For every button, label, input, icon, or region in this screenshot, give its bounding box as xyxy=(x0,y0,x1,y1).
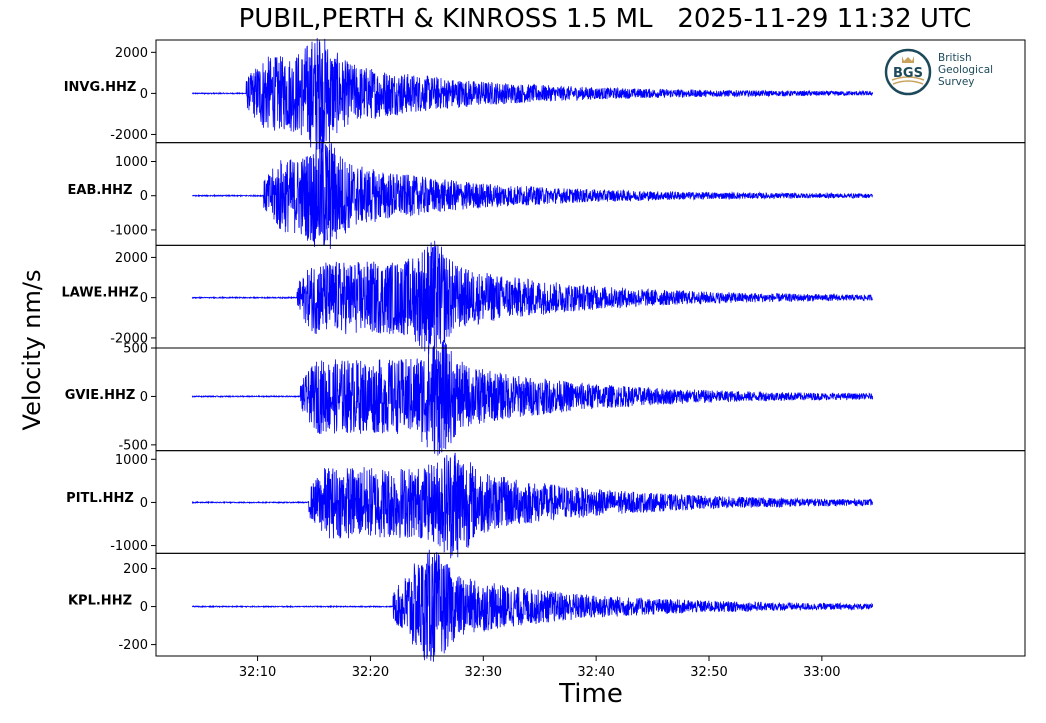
y-tick-label: 500 xyxy=(123,342,148,357)
y-tick-label: -2000 xyxy=(110,331,148,346)
logo-line-2: Geological xyxy=(938,64,994,76)
y-tick-label: 1000 xyxy=(115,155,148,170)
y-tick-label: -1000 xyxy=(110,539,148,554)
x-tick-label: 32:40 xyxy=(577,665,614,680)
station-label: EAB.HHZ xyxy=(68,183,133,198)
waveform-peak xyxy=(432,247,435,346)
x-tick-label: 32:50 xyxy=(690,665,727,680)
station-label: LAWE.HHZ xyxy=(61,286,138,301)
y-tick-label: 0 xyxy=(140,390,148,405)
station-label: GVIE.HHZ xyxy=(65,388,136,403)
y-tick-label: 0 xyxy=(140,496,148,511)
waveform-peak xyxy=(432,557,435,653)
bgs-logo-text: British Geological Survey xyxy=(938,52,993,88)
y-tick-label: 0 xyxy=(140,87,148,102)
y-tick-label: -1000 xyxy=(110,223,148,238)
x-tick-label: 32:20 xyxy=(352,665,389,680)
y-tick-label: 2000 xyxy=(115,251,148,266)
station-label: PITL.HHZ xyxy=(66,491,134,506)
panel-frame xyxy=(155,552,1026,657)
x-tick-label: 32:10 xyxy=(239,665,276,680)
x-axis-label: Time xyxy=(559,679,623,709)
waveform-trace xyxy=(191,38,873,154)
y-tick-label: 0 xyxy=(140,291,148,306)
waveform-trace xyxy=(191,455,873,559)
bgs-crown-logo-icon: BGS xyxy=(884,48,932,96)
y-tick-label: 1000 xyxy=(115,453,148,468)
waveform-trace xyxy=(191,339,873,456)
bgs-mark-text: BGS xyxy=(893,66,923,81)
waveform-peak xyxy=(454,452,458,550)
waveform-peak xyxy=(324,144,328,241)
x-tick-label: 33:00 xyxy=(803,665,840,680)
y-tick-label: -2000 xyxy=(110,128,148,143)
waveform-trace xyxy=(191,240,873,355)
y-tick-label: -200 xyxy=(118,638,148,653)
waveform-trace xyxy=(191,549,873,662)
chart-title: PUBIL,PERTH & KINROSS 1.5 ML 2025-11-29 … xyxy=(238,4,972,34)
station-label: KPL.HHZ xyxy=(68,594,132,609)
bgs-logo: BGS British Geological Survey xyxy=(884,48,1004,96)
waveform-trace xyxy=(191,138,873,250)
logo-line-3: Survey xyxy=(938,76,975,88)
y-tick-label: 0 xyxy=(140,189,148,204)
y-tick-label: 200 xyxy=(123,562,148,577)
x-tick-label: 32:30 xyxy=(465,665,502,680)
y-tick-label: -500 xyxy=(118,438,148,453)
waveform-peak xyxy=(319,42,323,137)
waveform-peak xyxy=(437,350,441,448)
y-tick-label: 0 xyxy=(140,600,148,615)
logo-line-1: British xyxy=(938,52,972,64)
station-label: INVG.HHZ xyxy=(64,80,137,95)
y-tick-label: 2000 xyxy=(115,46,148,61)
